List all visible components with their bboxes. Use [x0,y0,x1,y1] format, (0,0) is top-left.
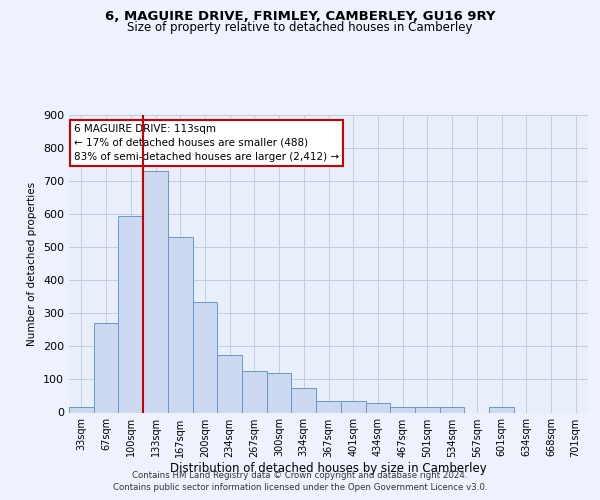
Text: Contains HM Land Registry data © Crown copyright and database right 2024.: Contains HM Land Registry data © Crown c… [132,471,468,480]
Bar [193,302,217,412]
X-axis label: Distribution of detached houses by size in Camberley: Distribution of detached houses by size … [170,462,487,475]
Bar [489,407,514,412]
Bar [267,373,292,412]
Bar [69,406,94,412]
Bar [94,324,118,412]
Bar [242,371,267,412]
Text: 6 MAGUIRE DRIVE: 113sqm
← 17% of detached houses are smaller (488)
83% of semi-d: 6 MAGUIRE DRIVE: 113sqm ← 17% of detache… [74,124,340,162]
Bar [217,354,242,412]
Bar [118,216,143,412]
Bar [341,401,365,412]
Bar [316,401,341,412]
Text: 6, MAGUIRE DRIVE, FRIMLEY, CAMBERLEY, GU16 9RY: 6, MAGUIRE DRIVE, FRIMLEY, CAMBERLEY, GU… [105,10,495,23]
Bar [440,407,464,412]
Bar [168,238,193,412]
Bar [390,406,415,412]
Bar [415,406,440,412]
Bar [292,388,316,412]
Y-axis label: Number of detached properties: Number of detached properties [28,182,37,346]
Text: Size of property relative to detached houses in Camberley: Size of property relative to detached ho… [127,21,473,34]
Text: Contains public sector information licensed under the Open Government Licence v3: Contains public sector information licen… [113,484,487,492]
Bar [365,402,390,412]
Bar [143,171,168,412]
